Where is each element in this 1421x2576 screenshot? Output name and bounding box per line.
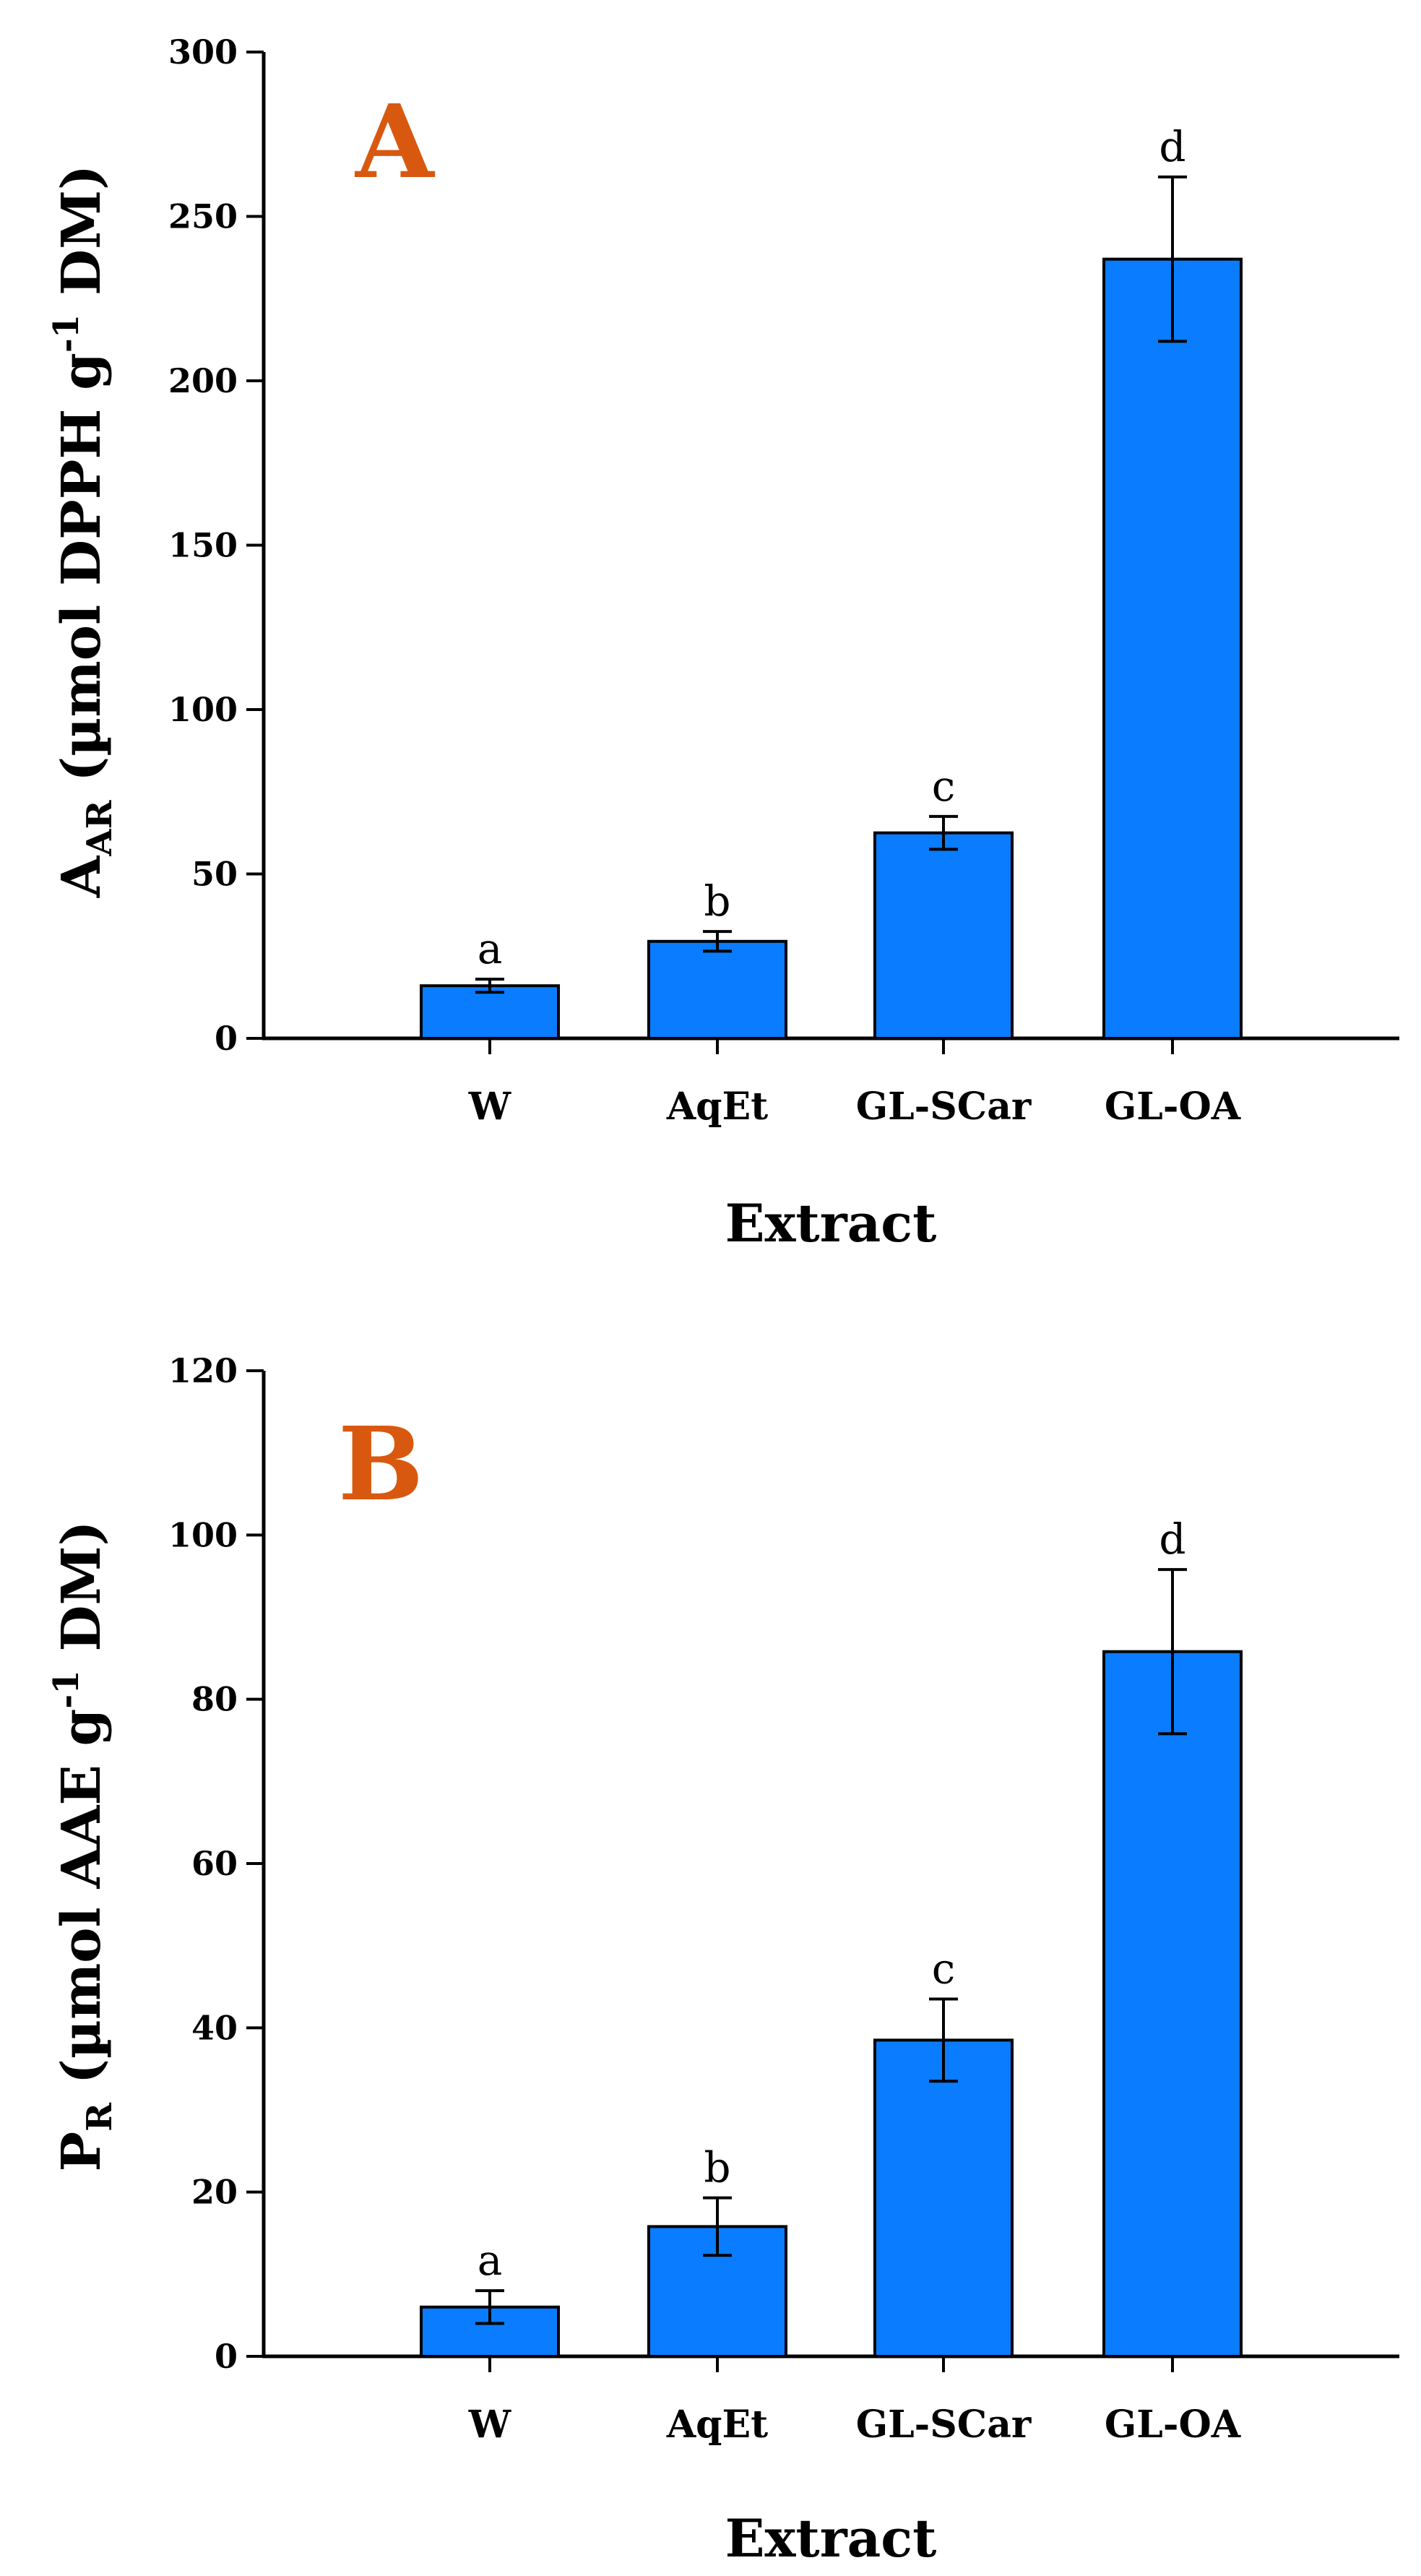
chart-panel-b: B PR (µmol AAE g-1 DM) Extract 0 20 40 60 80… — [46, 1351, 1399, 2569]
panel-label: B — [338, 1405, 423, 1524]
x-tick-label: GL-SCar — [856, 2403, 1032, 2447]
y-tick-label: 150 — [168, 526, 238, 565]
y-axis-title-sup: -1 — [46, 1670, 87, 1708]
y-axis-title: PR (µmol AAE g-1 DM) — [46, 1521, 120, 2172]
y-tick-label: 60 — [191, 1844, 238, 1883]
y-axis-title-sup: -1 — [46, 314, 87, 353]
y-axis-title-text1: (µmol AAE g — [51, 1709, 113, 2103]
x-tick-label: GL-OA — [1105, 2403, 1241, 2447]
bar — [873, 831, 1014, 1040]
x-tick-label: GL-OA — [1105, 1085, 1241, 1129]
significance-label: b — [704, 876, 730, 926]
y-tick-label: 20 — [191, 2173, 238, 2212]
x-tick-label: AqEt — [666, 1085, 768, 1129]
significance-label: d — [1159, 122, 1185, 171]
y-tick-label: 50 — [191, 855, 238, 894]
significance-label: b — [704, 2143, 730, 2192]
bar — [873, 2038, 1014, 2358]
y-axis-title: AAR (µmol DPPH g-1 DM) — [46, 165, 120, 898]
significance-label: d — [1159, 1515, 1185, 1564]
y-axis-title-main: P — [51, 2132, 113, 2172]
chart-panel-a: A AAR (µmol DPPH g-1 DM) Extract 0501001… — [46, 33, 1399, 1254]
y-axis-title-sub: R — [79, 2102, 120, 2132]
y-tick-label: 120 — [168, 1351, 238, 1390]
y-tick-label: 250 — [168, 197, 238, 236]
significance-label: a — [478, 2236, 503, 2285]
significance-label: c — [932, 1944, 955, 1994]
y-axis-title-text2: DM) — [51, 1521, 113, 1671]
x-tick-label: AqEt — [666, 2403, 768, 2447]
y-tick-label: 40 — [191, 2008, 238, 2047]
y-axis-title-main: A — [51, 855, 113, 898]
bar — [1102, 257, 1243, 1040]
panel-label: A — [354, 83, 436, 202]
x-tick-label: W — [468, 1085, 512, 1129]
y-axis-title-sub: AR — [79, 799, 120, 856]
y-tick-label: 80 — [191, 1680, 238, 1719]
bar — [647, 939, 787, 1041]
significance-label: a — [478, 924, 503, 973]
y-tick-label: 0 — [215, 1019, 238, 1058]
x-tick-label: GL-SCar — [856, 1085, 1032, 1129]
y-axis-title-text1: (µmol DPPH g — [51, 353, 113, 800]
x-tick-label: W — [468, 2403, 512, 2447]
y-tick-label: 300 — [168, 33, 238, 72]
y-axis-title-text2: DM) — [51, 165, 113, 314]
bar — [1102, 1650, 1243, 2358]
y-tick-label: 100 — [168, 690, 238, 729]
x-axis-title: Extract — [725, 1192, 937, 1254]
y-tick-label: 0 — [215, 2337, 238, 2376]
chart-marks: 0 50 100 150 200 250 300 Wa AqEt b GL-SCar c GL-OA d — [168, 33, 1399, 1129]
y-tick-label: 100 — [168, 1515, 238, 1554]
y-tick-label: 200 — [168, 361, 238, 400]
x-axis-title: Extract — [725, 2507, 937, 2569]
significance-label: c — [932, 762, 955, 811]
chart-marks: 0 20 40 60 80 100 120 Wa AqEt b GL-SCar c GL-OA d — [168, 1351, 1399, 2447]
